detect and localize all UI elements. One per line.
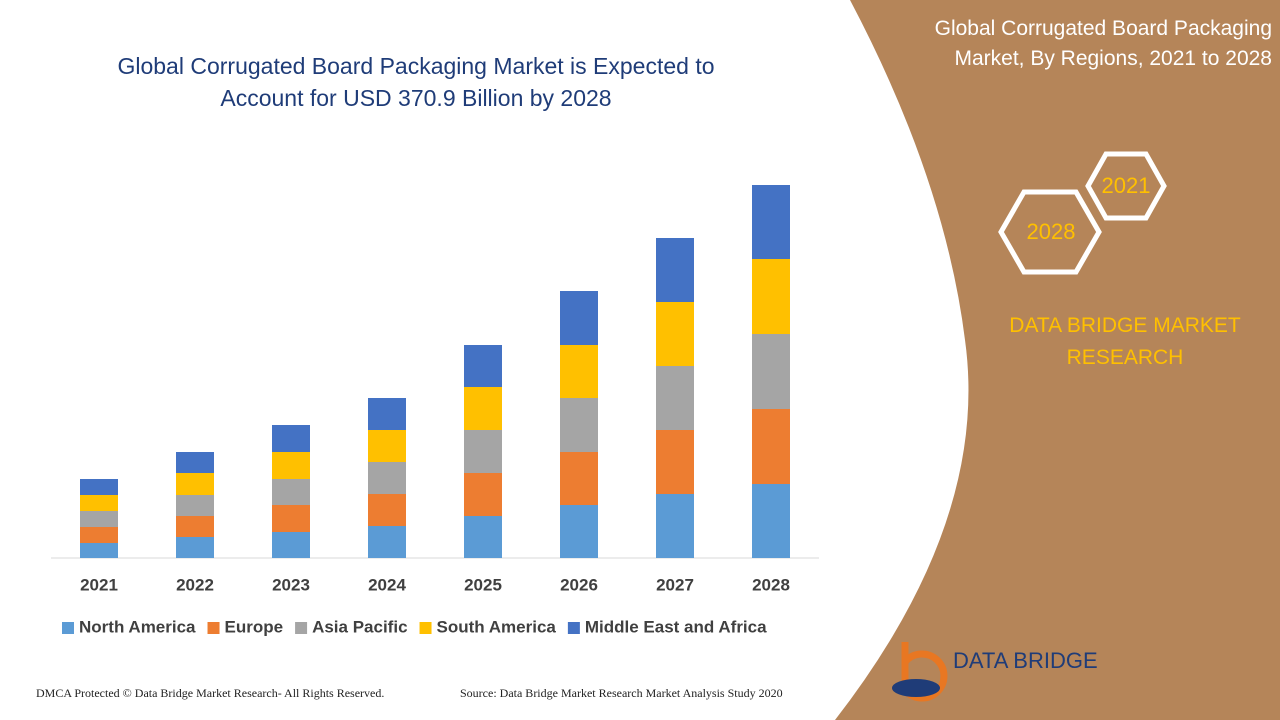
bar-segment	[752, 334, 790, 409]
bar-segment	[560, 505, 598, 558]
x-tick-label: 2023	[272, 575, 310, 594]
chart-title: Global Corrugated Board Packaging Market…	[117, 53, 715, 111]
logo-mark	[892, 679, 940, 697]
bar-segment	[176, 516, 214, 537]
bar-segment	[464, 430, 502, 473]
footer: DMCA Protected © Data Bridge Market Rese…	[36, 686, 385, 700]
bar-segment	[656, 430, 694, 494]
bar-segment	[368, 430, 406, 462]
x-tick-label: 2021	[80, 575, 118, 594]
bar-segment	[464, 345, 502, 387]
bar-segment	[560, 345, 598, 398]
legend-swatch	[207, 622, 220, 634]
legend-swatch	[62, 622, 74, 634]
legend-label: Europe	[225, 617, 284, 636]
bar-segment	[368, 494, 406, 526]
bar-segment	[752, 409, 790, 484]
hex-year: 2028	[1027, 219, 1076, 244]
bar-segment	[176, 495, 214, 516]
bar-segment	[752, 484, 790, 558]
hexagon	[998, 189, 1102, 275]
x-tick-label: 2027	[656, 575, 694, 594]
bar-segment	[464, 473, 502, 516]
logo-text: DATA BRIDGE	[953, 648, 1098, 673]
legend-label: South America	[437, 617, 557, 636]
bar-segment	[656, 302, 694, 366]
bar-segment	[752, 185, 790, 259]
bar-segment	[464, 387, 502, 430]
bar-segment	[368, 462, 406, 494]
bar-segment	[560, 452, 598, 505]
x-tick-label: 2028	[752, 575, 790, 594]
bar-segment	[80, 479, 118, 495]
x-tick-label: 2024	[368, 575, 406, 594]
bar-segment	[464, 516, 502, 558]
bar-segment	[752, 259, 790, 334]
bar-segment	[560, 291, 598, 345]
legend-swatch	[567, 622, 580, 634]
bar-segment	[368, 526, 406, 558]
legend-label: Asia Pacific	[312, 617, 407, 636]
bar-segment	[272, 532, 310, 558]
bar-segment	[80, 495, 118, 511]
bar-segment	[656, 366, 694, 430]
bar-segment	[560, 398, 598, 452]
legend-label: North America	[79, 617, 196, 636]
hex-year: 2021	[1102, 173, 1151, 198]
legend-label: Middle East and Africa	[585, 617, 767, 636]
x-tick-label: 2025	[464, 575, 502, 594]
legend-swatch	[419, 622, 432, 634]
legend-swatch	[295, 622, 308, 634]
bar-segment	[176, 452, 214, 473]
footer: Source: Data Bridge Market Research Mark…	[460, 686, 783, 700]
bar-segment	[656, 238, 694, 302]
bar-segment	[272, 452, 310, 479]
bar-segment	[176, 537, 214, 558]
bar-segment	[368, 398, 406, 430]
bar-segment	[80, 527, 118, 543]
panel-title: Global Corrugated Board Packaging Market…	[934, 17, 1272, 70]
bar-segment	[272, 505, 310, 532]
bar-segment	[272, 479, 310, 505]
hexagon	[1085, 151, 1167, 221]
bar-segment	[176, 473, 214, 495]
bar-segment	[80, 511, 118, 527]
bar-segment	[272, 425, 310, 452]
bar-segment	[80, 543, 118, 558]
x-tick-label: 2026	[560, 575, 598, 594]
brand: DATA BRIDGE MARKET RESEARCH	[1009, 314, 1241, 369]
side-panel	[835, 0, 1280, 720]
x-tick-label: 2022	[176, 575, 214, 594]
bar-segment	[656, 494, 694, 558]
